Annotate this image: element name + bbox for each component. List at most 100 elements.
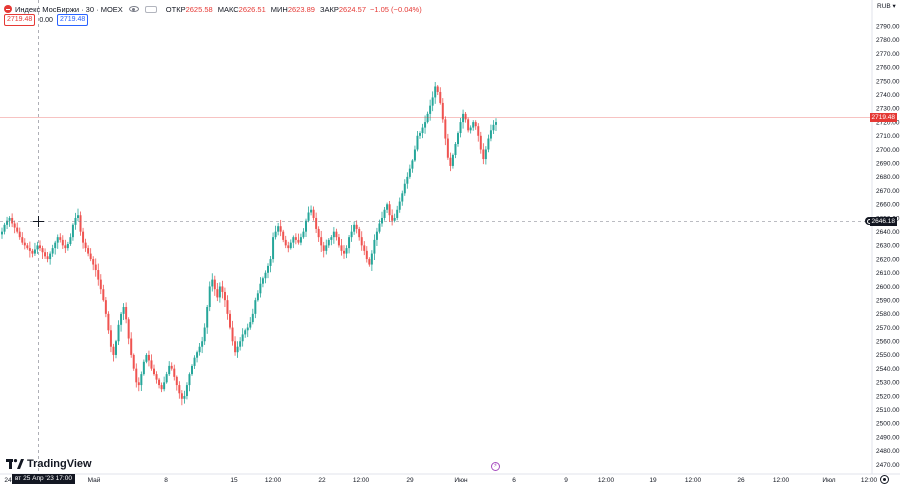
candle-body <box>350 231 353 238</box>
candle-body <box>13 223 16 228</box>
candle-body <box>234 341 237 353</box>
candle-body <box>274 231 277 238</box>
candle-body <box>120 313 123 325</box>
price-tick-label: 2470.00 <box>876 462 900 469</box>
price-tick-label: 2690.00 <box>876 160 900 167</box>
candle-body <box>259 283 262 294</box>
close-label: ЗАКР <box>319 4 339 14</box>
time-tick-label: 12:00 <box>861 477 878 484</box>
price-tick-label: 2480.00 <box>876 448 900 455</box>
candle-body <box>82 231 85 243</box>
price-tick-label: 2710.00 <box>876 133 900 140</box>
symbol-title[interactable]: Индекс МосБиржи · 30 · MOEX <box>15 4 123 14</box>
candle-body <box>401 193 404 202</box>
candle-body <box>436 86 439 92</box>
ask-box[interactable]: 2719.48 <box>56 14 89 26</box>
candle-body <box>449 157 452 166</box>
candle-body <box>54 242 57 249</box>
candle-body <box>292 237 295 243</box>
candle-body <box>112 346 115 355</box>
price-tick-label: 2770.00 <box>876 51 900 58</box>
candle-body <box>299 237 302 243</box>
time-tick-label: 22 <box>318 477 326 484</box>
candle-body <box>71 224 74 238</box>
candle-body <box>160 385 163 390</box>
candle-body <box>193 357 196 366</box>
candle-body <box>279 226 282 232</box>
candle-body <box>231 327 234 342</box>
candle-body <box>56 237 59 243</box>
candle-body <box>170 365 173 369</box>
candle-body <box>403 183 406 194</box>
spread-value: 0.00 <box>39 16 53 24</box>
candle-body <box>467 119 470 131</box>
candle-body <box>246 327 249 331</box>
eye-icon[interactable] <box>128 6 139 12</box>
candle-body <box>426 113 429 123</box>
candle-body <box>163 382 166 390</box>
candle-body <box>77 215 79 218</box>
candle-body <box>104 300 107 314</box>
candle-body <box>191 365 193 375</box>
price-tick-label: 2780.00 <box>876 37 900 44</box>
candle-body <box>454 144 457 155</box>
candle-body <box>74 217 77 225</box>
candle-body <box>201 341 204 347</box>
candle-body <box>140 374 143 386</box>
time-tick-label: 29 <box>406 477 414 484</box>
candle-body <box>479 135 482 150</box>
candle-body <box>244 330 247 335</box>
candle-body <box>391 215 394 221</box>
candle-body <box>261 278 264 284</box>
candle-body <box>69 237 72 244</box>
candle-body <box>61 239 64 246</box>
candle-body <box>343 250 345 254</box>
candle-body <box>340 245 343 251</box>
legend-bar: Индекс МосБиржи · 30 · MOEX ОТКР 2625.58… <box>4 2 422 16</box>
candle-body <box>310 209 313 213</box>
price-tick-label: 2570.00 <box>876 325 900 332</box>
candle-body <box>51 248 54 254</box>
candle-body <box>345 248 348 254</box>
candle-body <box>94 264 97 271</box>
candle-body <box>49 253 52 260</box>
bid-box[interactable]: 2719.48 <box>4 14 36 26</box>
candle-body <box>325 245 328 251</box>
candle-body <box>348 237 351 249</box>
candle-body <box>46 256 49 260</box>
candle-body <box>332 231 335 238</box>
price-tick-label: 2520.00 <box>876 393 900 400</box>
time-tick-label: 6 <box>512 477 516 484</box>
candle-body <box>145 354 148 362</box>
candle-body <box>429 105 432 114</box>
price-tick-label: 2510.00 <box>876 407 900 414</box>
candle-body <box>421 127 424 134</box>
candle-body <box>239 341 242 347</box>
event-marker-icon[interactable]: ⚡ <box>491 462 500 471</box>
candle-body <box>419 133 421 136</box>
candle-body <box>39 245 41 249</box>
price-tick-label: 2620.00 <box>876 256 900 263</box>
candle-body <box>249 322 252 328</box>
candle-body <box>130 338 133 355</box>
candle-body <box>272 237 275 260</box>
time-tick-label: Июл <box>822 477 835 484</box>
candle-body <box>413 149 416 161</box>
more-menu-icon[interactable] <box>144 5 157 13</box>
crosshair-time-label: вт 25 Апр '23 17:00 <box>12 474 75 484</box>
candle-body <box>178 385 181 394</box>
candle-body <box>155 374 158 380</box>
candle-body <box>434 86 437 98</box>
candle-body <box>441 102 444 120</box>
candle-body <box>64 245 67 249</box>
time-tick-label: 12:00 <box>353 477 370 484</box>
time-tick-label: 12:00 <box>265 477 282 484</box>
candle-body <box>26 245 29 249</box>
candle-body <box>180 393 183 399</box>
settings-icon[interactable] <box>880 475 889 484</box>
tradingview-logo[interactable]: TradingView <box>6 458 92 470</box>
price-tick-label: 2660.00 <box>876 202 900 209</box>
candle-body <box>489 130 492 139</box>
